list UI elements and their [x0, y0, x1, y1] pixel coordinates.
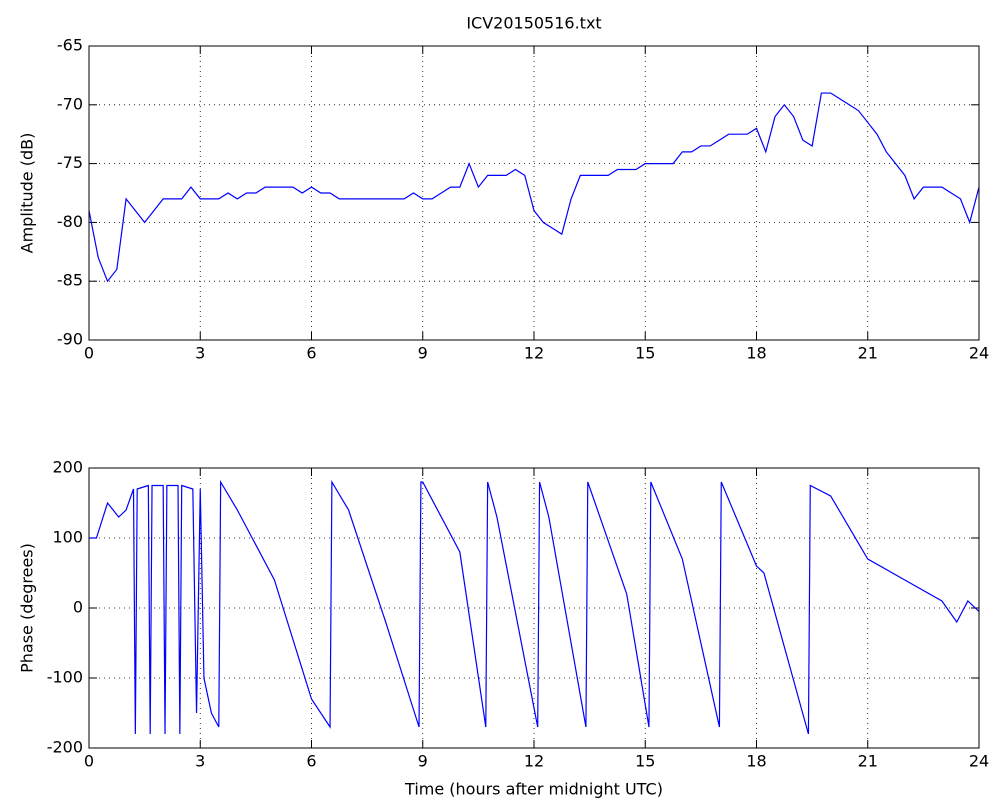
x-tick-label: 12 [524, 752, 544, 771]
x-tick-label: 21 [858, 344, 878, 363]
y-tick-label: -75 [57, 153, 83, 172]
chart-title: ICV20150516.txt [466, 14, 601, 33]
y-tick-label: -100 [47, 668, 83, 687]
y-tick-label: -200 [47, 738, 83, 757]
x-tick-label: 18 [746, 752, 766, 771]
axes-box [88, 467, 980, 749]
y-tick-label: 100 [52, 528, 83, 547]
x-axis-label: Time (hours after midnight UTC) [404, 780, 663, 799]
x-tick-label: 15 [635, 752, 655, 771]
x-tick-label: 24 [969, 752, 989, 771]
y-tick-label: -85 [57, 271, 83, 290]
x-tick-label: 15 [635, 344, 655, 363]
x-tick-label: 9 [418, 344, 428, 363]
x-tick-label: 24 [969, 344, 989, 363]
y-axis-label: Phase (degrees) [18, 543, 37, 673]
data-line [89, 479, 980, 735]
x-tick-label: 18 [746, 344, 766, 363]
y-tick-label: -90 [57, 330, 83, 349]
x-tick-label: 6 [306, 752, 316, 771]
y-axis-label: Amplitude (dB) [18, 133, 37, 254]
y-tick-label: -80 [57, 212, 83, 231]
y-tick-label: 0 [73, 598, 83, 617]
plot-area [89, 46, 979, 340]
x-tick-label: 21 [858, 752, 878, 771]
y-tick-label: -70 [57, 94, 83, 113]
x-tick-label: 0 [84, 344, 94, 363]
x-tick-label: 12 [524, 344, 544, 363]
data-line [88, 92, 980, 283]
x-tick-label: 9 [418, 752, 428, 771]
x-tick-label: 6 [306, 344, 316, 363]
y-tick-label: 200 [52, 458, 83, 477]
x-tick-label: 3 [195, 752, 205, 771]
x-tick-label: 0 [84, 752, 94, 771]
axes-box [88, 45, 980, 341]
x-tick-label: 3 [195, 344, 205, 363]
y-tick-label: -65 [57, 36, 83, 55]
